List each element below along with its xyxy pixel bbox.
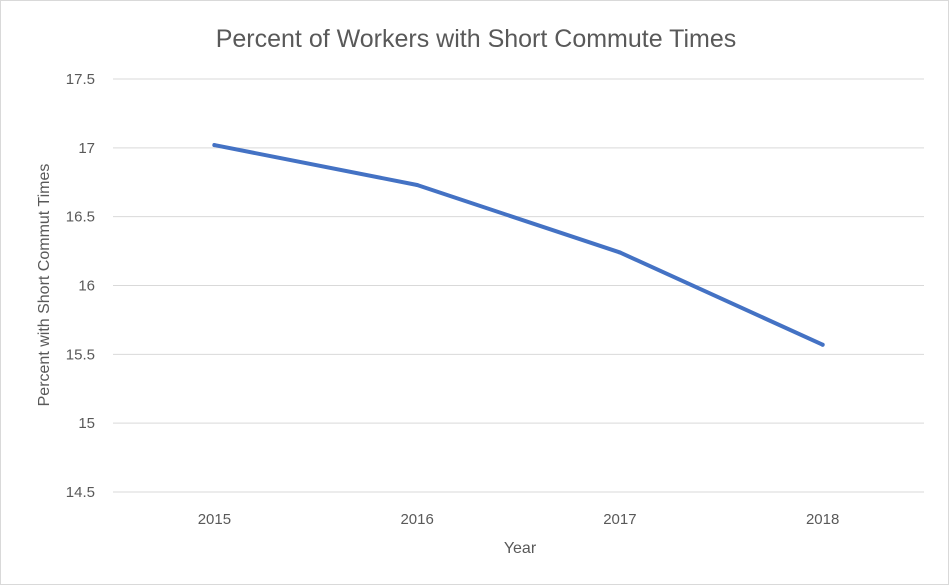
series-line (212, 143, 825, 347)
x-tick-label: 2016 (400, 511, 433, 528)
y-tick-label: 16 (78, 278, 95, 295)
y-tick-label: 16.5 (66, 209, 95, 226)
y-tick-label: 15.5 (66, 346, 95, 363)
chart-title: Percent of Workers with Short Commute Ti… (216, 25, 737, 53)
y-tick-label: 14.5 (66, 484, 95, 501)
x-tick-labels: 2015 2016 2017 2018 (198, 511, 840, 528)
series-group (212, 143, 825, 347)
gridlines (113, 78, 924, 493)
y-tick-labels: 14.5 15 15.5 16 16.5 17 17.5 (66, 71, 95, 501)
x-axis-label: Year (504, 540, 537, 557)
data-point (617, 250, 622, 255)
data-point (212, 143, 217, 148)
x-tick-label: 2017 (603, 511, 636, 528)
y-tick-label: 15 (78, 415, 95, 432)
y-tick-label: 17 (78, 140, 95, 157)
data-point (820, 342, 825, 347)
data-point (415, 183, 420, 188)
y-axis-label: Percent with Short Commut Times (36, 164, 53, 407)
x-tick-label: 2018 (806, 511, 839, 528)
y-tick-label: 17.5 (66, 71, 95, 88)
x-tick-label: 2015 (198, 511, 231, 528)
